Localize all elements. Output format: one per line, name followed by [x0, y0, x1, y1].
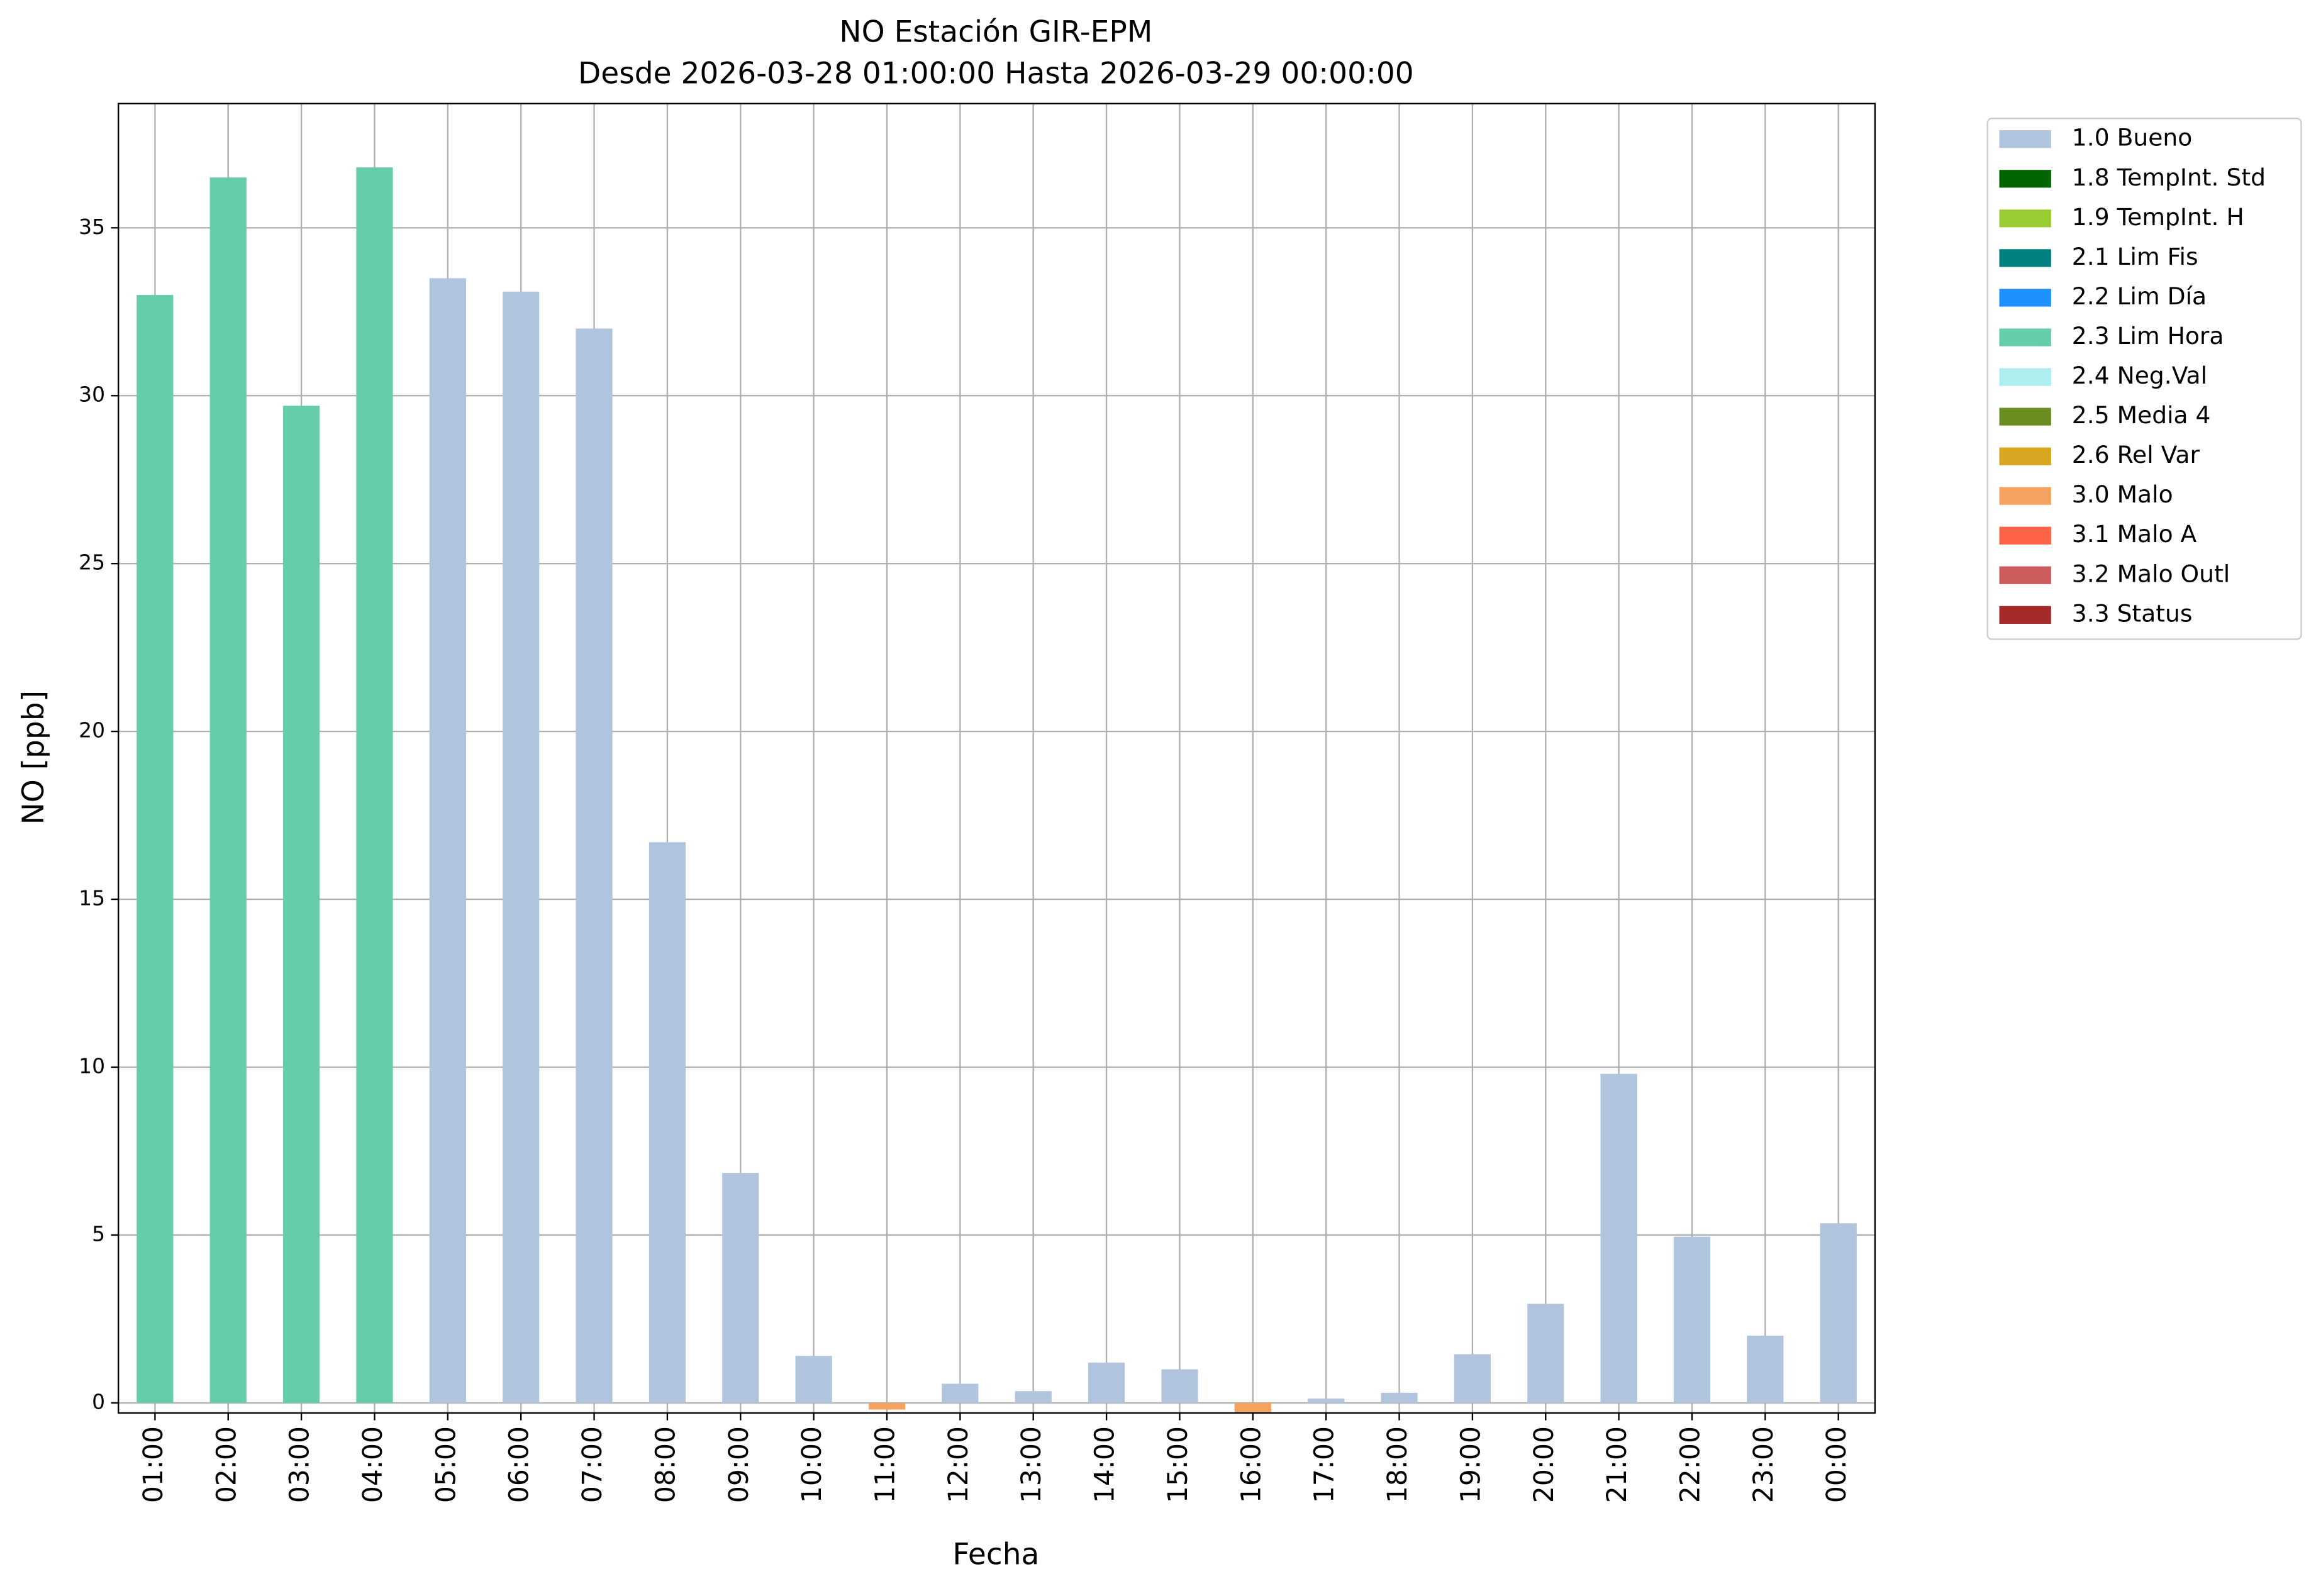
legend-frame: [1986, 118, 2302, 640]
legend-swatch: [1999, 368, 2051, 386]
bar: [136, 295, 174, 1403]
bar: [1527, 1304, 1564, 1403]
y-tick-label: 25: [79, 550, 105, 575]
legend-label: 2.1 Lim Fis: [2072, 243, 2198, 270]
legend-swatch: [1999, 328, 2051, 346]
x-tick-label: 06:00: [504, 1426, 535, 1503]
legend-label: 2.2 Lim Día: [2072, 282, 2207, 310]
x-tick-label: 07:00: [577, 1426, 608, 1503]
y-tick-label: 10: [79, 1054, 105, 1078]
legend-label: 3.3 Status: [2072, 599, 2193, 627]
x-tick-label: 19:00: [1455, 1426, 1486, 1503]
y-tick-label: 15: [79, 886, 105, 911]
legend-swatch: [1999, 249, 2051, 267]
y-tick-label: 20: [79, 718, 105, 743]
legend-label: 1.9 TempInt. H: [2072, 203, 2244, 231]
x-tick-label: 08:00: [650, 1426, 681, 1503]
chart-title: NO Estación GIR-EPM: [839, 15, 1152, 50]
legend-label: 1.0 Bueno: [2072, 124, 2192, 152]
bar: [942, 1383, 979, 1403]
bar: [868, 1402, 906, 1410]
bar: [1308, 1398, 1345, 1403]
x-tick-label: 18:00: [1382, 1426, 1413, 1503]
plot-frame: [118, 103, 1876, 1414]
legend-label: 2.6 Rel Var: [2072, 441, 2200, 468]
x-tick-label: 02:00: [211, 1426, 242, 1503]
x-tick-label: 16:00: [1235, 1426, 1266, 1503]
x-tick-label: 20:00: [1528, 1426, 1559, 1503]
legend: 1.0 Bueno 1.8 TempInt. Std 1.9 TempInt. H 2…: [1986, 118, 2302, 640]
legend-label: 3.2 Malo Outl: [2072, 560, 2230, 587]
x-tick-label: 01:00: [138, 1426, 169, 1503]
bar: [1161, 1369, 1198, 1403]
bar: [1454, 1354, 1491, 1403]
bar: [209, 177, 247, 1403]
y-tick-label: 30: [79, 382, 105, 407]
x-tick-label: 03:00: [284, 1426, 315, 1503]
bar: [1600, 1073, 1637, 1403]
x-tick-label: 21:00: [1601, 1426, 1632, 1503]
x-tick-label: 15:00: [1162, 1426, 1193, 1503]
bar: [722, 1173, 759, 1403]
legend-swatch: [1999, 170, 2051, 188]
bar: [795, 1356, 832, 1403]
legend-label: 2.3 Lim Hora: [2072, 322, 2224, 350]
x-tick-label: 00:00: [1821, 1426, 1852, 1503]
bar: [1820, 1223, 1857, 1403]
y-tick-label: 35: [79, 214, 105, 239]
x-tick-label: 14:00: [1089, 1426, 1120, 1503]
y-axis-label: NO [ppb]: [16, 690, 51, 824]
bar: [1234, 1402, 1271, 1413]
x-tick-label: 22:00: [1674, 1426, 1705, 1503]
legend-label: 1.8 TempInt. Std: [2072, 163, 2266, 191]
legend-swatch: [1999, 566, 2051, 584]
bar: [1747, 1336, 1784, 1403]
bar: [429, 278, 466, 1403]
legend-swatch: [1999, 289, 2051, 307]
legend-swatch: [1999, 606, 2051, 624]
legend-swatch: [1999, 526, 2051, 545]
legend-swatch: [1999, 209, 2051, 228]
legend-swatch: [1999, 407, 2051, 426]
bar: [283, 406, 320, 1403]
x-tick-label: 10:00: [796, 1426, 827, 1503]
x-tick-label: 04:00: [357, 1426, 388, 1503]
legend-label: 3.1 Malo A: [2072, 520, 2197, 548]
legend-label: 3.0 Malo: [2072, 480, 2173, 508]
x-tick-label: 23:00: [1748, 1426, 1779, 1503]
x-axis-label: Fecha: [952, 1538, 1039, 1572]
x-tick-label: 13:00: [1016, 1426, 1047, 1503]
bar: [576, 328, 613, 1403]
x-tick-label: 09:00: [723, 1426, 754, 1503]
legend-swatch: [1999, 447, 2051, 465]
legend-swatch: [1999, 487, 2051, 505]
bar: [1015, 1391, 1052, 1403]
x-tick-label: 17:00: [1309, 1426, 1340, 1503]
legend-label: 2.5 Media 4: [2072, 401, 2211, 429]
bar: [356, 167, 393, 1403]
x-tick-label: 12:00: [943, 1426, 974, 1503]
bar: [1381, 1392, 1418, 1403]
bar: [649, 842, 686, 1403]
bar: [1088, 1362, 1125, 1403]
legend-swatch: [1999, 130, 2051, 148]
chart-subtitle: Desde 2026-03-28 01:00:00 Hasta 2026-03-…: [578, 57, 1414, 91]
y-tick-label: 5: [92, 1221, 105, 1246]
bar: [503, 291, 540, 1403]
x-tick-label: 05:00: [430, 1426, 461, 1503]
bar: [1673, 1236, 1711, 1403]
y-tick-label: 0: [92, 1389, 105, 1414]
x-tick-label: 11:00: [870, 1426, 901, 1503]
legend-label: 2.4 Neg.Val: [2072, 362, 2207, 389]
